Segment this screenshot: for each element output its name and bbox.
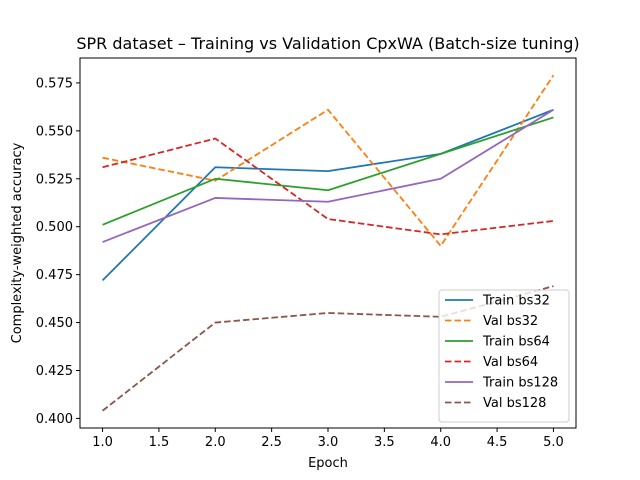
legend-label: Train bs32 bbox=[482, 294, 550, 309]
x-tick-label: 2.0 bbox=[205, 435, 226, 450]
chart-title: SPR dataset – Training vs Validation Cpx… bbox=[76, 34, 579, 53]
x-axis-ticks: 1.0 1.5 2.0 2.5 3.0 3.5 4.0 4.5 5.0 bbox=[92, 428, 564, 450]
legend-label: Train bs64 bbox=[482, 335, 550, 350]
series-line-train-bs128 bbox=[102, 108, 554, 243]
x-tick-label: 1.0 bbox=[92, 435, 113, 450]
series-line-val-bs64 bbox=[102, 137, 554, 236]
x-axis-label: Epoch bbox=[308, 456, 348, 471]
y-tick-label: 0.575 bbox=[36, 76, 73, 91]
legend-label: Val bs32 bbox=[483, 314, 538, 329]
series-line-train-bs64 bbox=[102, 116, 554, 226]
legend-box bbox=[438, 289, 570, 423]
y-tick-label: 0.400 bbox=[36, 412, 73, 427]
y-tick-label: 0.425 bbox=[36, 364, 73, 379]
y-tick-label: 0.525 bbox=[36, 172, 73, 187]
legend-label: Val bs128 bbox=[483, 396, 546, 411]
y-tick-label: 0.500 bbox=[36, 220, 73, 235]
legend: Train bs32 Val bs32 Train bs64 Val bs64 Trai… bbox=[438, 289, 570, 423]
series-layer bbox=[101, 74, 555, 412]
y-tick-label: 0.550 bbox=[36, 124, 73, 139]
y-tick-label: 0.450 bbox=[36, 316, 73, 331]
legend-label: Val bs64 bbox=[483, 355, 538, 370]
x-tick-label: 1.5 bbox=[149, 435, 170, 450]
series-line-train-bs32 bbox=[101, 108, 554, 282]
x-tick-label: 2.5 bbox=[261, 435, 282, 450]
x-tick-label: 3.5 bbox=[374, 435, 395, 450]
y-axis-ticks: 0.400 0.425 0.450 0.475 0.500 0.525 0.550 0.575 bbox=[36, 76, 80, 427]
legend-label: Train bs128 bbox=[482, 376, 558, 391]
x-tick-label: 3.0 bbox=[318, 435, 339, 450]
x-tick-label: 4.5 bbox=[487, 435, 508, 450]
series-line-val-bs128 bbox=[101, 285, 554, 412]
y-tick-label: 0.475 bbox=[36, 268, 73, 283]
series-line-val-bs32 bbox=[102, 74, 555, 247]
y-axis-label: Complexity-weighted accuracy bbox=[10, 142, 25, 343]
x-tick-label: 5.0 bbox=[543, 435, 564, 450]
x-tick-label: 4.0 bbox=[430, 435, 451, 450]
